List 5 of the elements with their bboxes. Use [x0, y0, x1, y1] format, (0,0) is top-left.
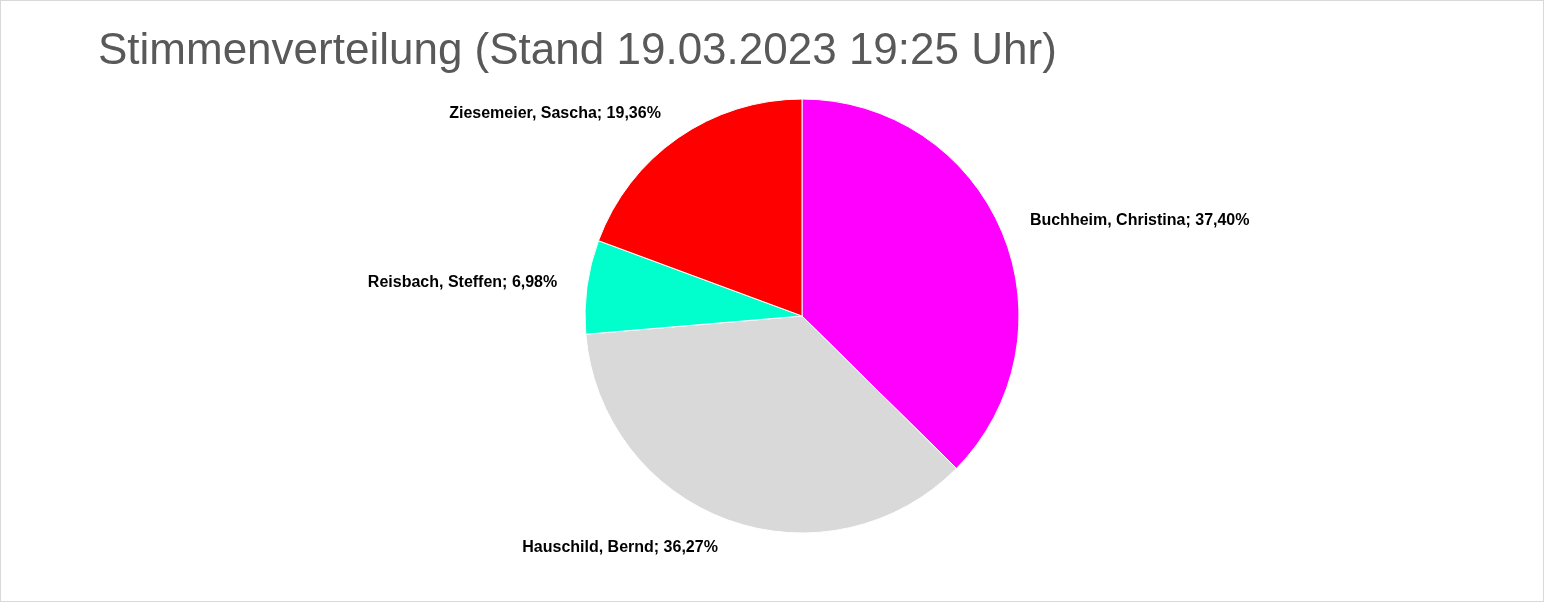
slice-label: Buchheim, Christina; 37,40% [1029, 210, 1250, 228]
slice-label: Reisbach, Steffen; 6,98% [367, 272, 558, 290]
chart-title: Stimmenverteilung (Stand 19.03.2023 19:25 Uhr) [98, 24, 1057, 73]
slice-label: Hauschild, Bernd; 36,27% [522, 538, 718, 556]
slice-label: Ziesemeier, Sascha; 19,36% [449, 103, 661, 121]
